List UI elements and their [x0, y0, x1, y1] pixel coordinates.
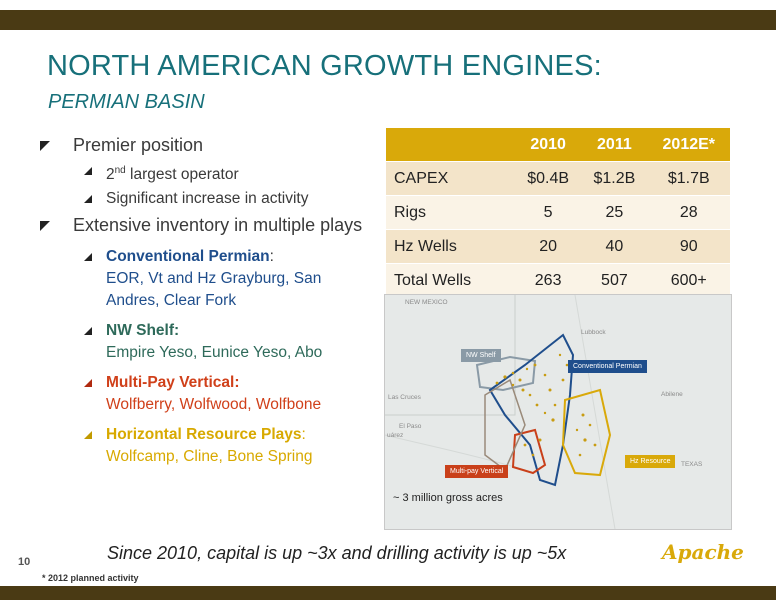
footnote: * 2012 planned activity	[42, 573, 139, 583]
apache-logo: Apache	[662, 540, 744, 564]
multi-pay-vertical-tag: Multi-pay Vertical	[445, 465, 509, 478]
map-city-label: El Paso	[399, 423, 422, 430]
nw-shelf-outline	[475, 355, 537, 392]
slide-title: NORTH AMERICAN GROWTH ENGINES:	[47, 50, 602, 82]
conventional-permian-tag: Conventional Permian	[568, 360, 647, 373]
table-row: Total Wells 263 507 600+	[386, 263, 730, 297]
table-cell: 25	[581, 195, 648, 230]
table-row: Rigs 5 25 28	[386, 195, 730, 230]
play-sep: :	[269, 248, 274, 266]
table-cell: 40	[581, 229, 648, 264]
table-cell: $1.7B	[647, 161, 730, 196]
sub-bullet-arrow-icon	[84, 167, 92, 175]
operator-ordinal-suffix: nd	[114, 165, 126, 176]
map-city-label: NEW MEXICO	[405, 299, 448, 306]
play-name: Conventional Permian	[106, 248, 270, 266]
table-cell: 20	[515, 229, 582, 264]
map-city-label: Lubbock	[581, 329, 606, 336]
table-cell: 28	[647, 195, 730, 230]
table-cell: $0.4B	[515, 161, 582, 196]
top-bar	[0, 10, 776, 30]
play-multi-pay-vertical: Multi-Pay Vertical: Wolfberry, Wolfwood,…	[40, 372, 370, 416]
table-cell: Total Wells	[386, 263, 515, 297]
bullet-text: Extensive inventory in multiple plays	[73, 215, 363, 236]
play-detail: Empire Yeso, Eunice Yeso, Abo	[106, 344, 323, 362]
sub-bullet-arrow-icon	[84, 379, 92, 388]
table-cell: 90	[647, 229, 730, 264]
bullet-premier-position: Premier position	[40, 133, 370, 158]
operator-ordinal: 2	[106, 166, 115, 184]
table-cell: 507	[581, 263, 648, 297]
table-cell: 263	[515, 263, 582, 297]
table-cell: 5	[515, 195, 582, 230]
play-detail: Wolfberry, Wolfwood, Wolfbone	[106, 396, 322, 414]
summary-statement: Since 2010, capital is up ~3x and drilli…	[107, 543, 567, 563]
bullet-arrow-icon	[40, 221, 50, 232]
bullet-arrow-icon	[40, 141, 50, 151]
map-city-label: Abilene	[661, 391, 683, 398]
bullet-text: Premier position	[73, 135, 204, 155]
bullet-operator: 2nd largest operator	[40, 160, 370, 186]
operator-text: largest operator	[125, 166, 239, 184]
slide-subtitle: PERMIAN BASIN	[48, 91, 205, 113]
play-conventional-permian: Conventional Permian: EOR, Vt and Hz Gra…	[40, 246, 370, 312]
page-number: 10	[18, 556, 31, 568]
play-name: Horizontal Resource Plays	[106, 426, 302, 444]
table-row: Hz Wells 20 40 90	[386, 229, 730, 264]
table-row: CAPEX $0.4B $1.2B $1.7B	[386, 161, 730, 196]
map-city-label: Las Cruces	[388, 394, 421, 401]
play-detail: EOR, Vt and Hz Grayburg, San Andres, Cle…	[106, 270, 322, 310]
basin-outline	[484, 378, 526, 472]
table-header-cell: 2010	[515, 128, 582, 162]
sub-bullet-arrow-icon	[84, 327, 92, 336]
sub-bullet-arrow-icon	[84, 253, 92, 262]
map-graphic	[385, 295, 731, 529]
table-cell: Rigs	[386, 195, 515, 230]
table-cell: 600+	[647, 263, 730, 297]
bullet-inventory: Extensive inventory in multiple plays	[40, 213, 370, 238]
table-header-cell	[386, 128, 515, 162]
play-nw-shelf: NW Shelf: Empire Yeso, Eunice Yeso, Abo	[40, 320, 370, 364]
hz-resource-tag: Hz Resource	[625, 455, 676, 468]
table-cell: $1.2B	[581, 161, 648, 196]
play-sep: :	[301, 426, 306, 444]
gross-acres-label: ~ 3 million gross acres	[393, 492, 503, 504]
play-detail: Wolfcamp, Cline, Bone Spring	[106, 448, 313, 466]
table-header-cell: 2011	[581, 128, 648, 162]
table-header-row: 2010 2011 2012E*	[386, 128, 730, 162]
bullet-list: Premier position 2nd largest operator Si…	[40, 130, 370, 468]
table-cell: CAPEX	[386, 161, 515, 196]
table-header-cell: 2012E*	[647, 128, 730, 162]
play-name: NW Shelf:	[106, 322, 180, 340]
nw-shelf-tag: NW Shelf	[461, 349, 501, 362]
play-horizontal-resource: Horizontal Resource Plays: Wolfcamp, Cli…	[40, 424, 370, 468]
table-cell: Hz Wells	[386, 229, 515, 264]
multi-pay-outline	[511, 428, 547, 475]
map-city-label: TEXAS	[681, 461, 703, 468]
sub-bullet-arrow-icon	[84, 195, 92, 204]
hz-resource-outline	[561, 388, 612, 477]
activity-table: 2010 2011 2012E* CAPEX $0.4B $1.2B $1.7B…	[386, 128, 730, 297]
permian-basin-map: NEW MEXICO Lubbock Las Cruces El Paso uá…	[384, 294, 732, 530]
map-city-label: uárez	[387, 432, 404, 439]
play-name: Multi-Pay Vertical:	[106, 374, 240, 392]
bottom-bar	[0, 586, 776, 600]
sub-bullet-arrow-icon	[84, 431, 92, 440]
bullet-text: Significant increase in activity	[106, 190, 309, 208]
bullet-activity: Significant increase in activity	[40, 188, 370, 210]
